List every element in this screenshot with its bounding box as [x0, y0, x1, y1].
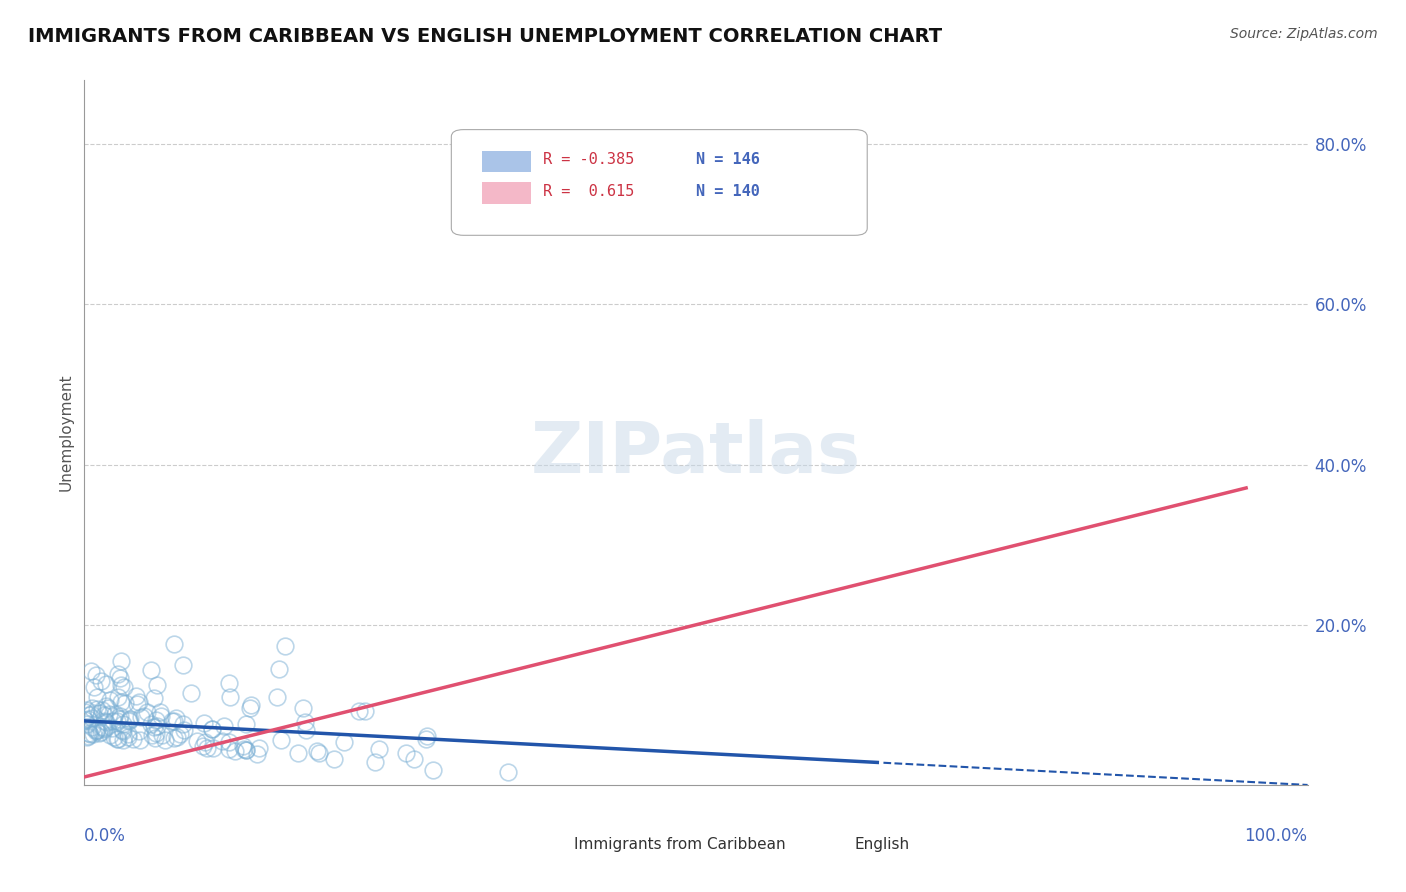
Text: R = -0.385: R = -0.385: [543, 153, 634, 168]
Bar: [513, 834, 561, 855]
Text: Source: ZipAtlas.com: Source: ZipAtlas.com: [1230, 27, 1378, 41]
Text: Immigrants from Caribbean: Immigrants from Caribbean: [574, 838, 786, 853]
Bar: [794, 834, 842, 855]
Y-axis label: Unemployment: Unemployment: [58, 374, 73, 491]
Text: 0.0%: 0.0%: [84, 827, 127, 846]
Text: R =  0.615: R = 0.615: [543, 184, 634, 199]
Text: N = 146: N = 146: [696, 153, 759, 168]
Bar: [482, 151, 531, 172]
Text: IMMIGRANTS FROM CARIBBEAN VS ENGLISH UNEMPLOYMENT CORRELATION CHART: IMMIGRANTS FROM CARIBBEAN VS ENGLISH UNE…: [28, 27, 942, 45]
Bar: [482, 183, 531, 203]
Text: 100.0%: 100.0%: [1244, 827, 1308, 846]
Text: N = 140: N = 140: [696, 184, 759, 199]
Text: English: English: [855, 838, 910, 853]
FancyBboxPatch shape: [451, 129, 868, 235]
Text: ZIPatlas: ZIPatlas: [531, 419, 860, 488]
